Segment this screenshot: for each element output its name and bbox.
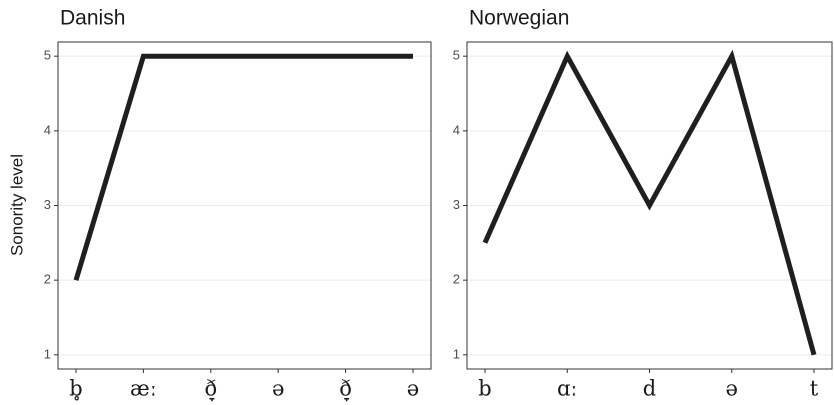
y-tick-label: 3 <box>44 197 51 212</box>
x-tick-label: ð̞ <box>339 377 352 401</box>
panel-border <box>466 41 833 370</box>
x-tick-label: d <box>643 377 656 401</box>
x-tick-label: ə <box>726 377 738 401</box>
x-tick-label: b <box>478 377 491 401</box>
y-tick-label: 2 <box>44 272 51 287</box>
y-tick-label: 1 <box>44 346 51 361</box>
x-tick-label: b̥ <box>69 377 82 402</box>
y-tick-label: 1 <box>453 346 460 361</box>
panel-title: Norwegian <box>469 7 569 30</box>
y-tick-label: 5 <box>44 48 51 63</box>
panel-border <box>57 41 432 370</box>
x-tick-label: t <box>810 377 819 401</box>
y-tick-label: 2 <box>453 272 460 287</box>
x-tick-label: ð̞ <box>204 377 217 401</box>
y-axis-label: Sonority level <box>7 154 26 256</box>
x-tick-label: æː <box>130 377 157 401</box>
x-tick-label: ə <box>272 377 284 401</box>
x-tick-label: ɑː <box>557 377 578 401</box>
panel-title: Danish <box>60 7 125 30</box>
data-line <box>482 49 817 356</box>
y-tick-label: 4 <box>44 122 51 137</box>
x-tick-label: ə <box>407 377 419 401</box>
data-line <box>73 53 413 281</box>
y-tick-label: 3 <box>453 197 460 212</box>
y-tick-label: 4 <box>453 122 460 137</box>
y-tick-label: 5 <box>453 48 460 63</box>
